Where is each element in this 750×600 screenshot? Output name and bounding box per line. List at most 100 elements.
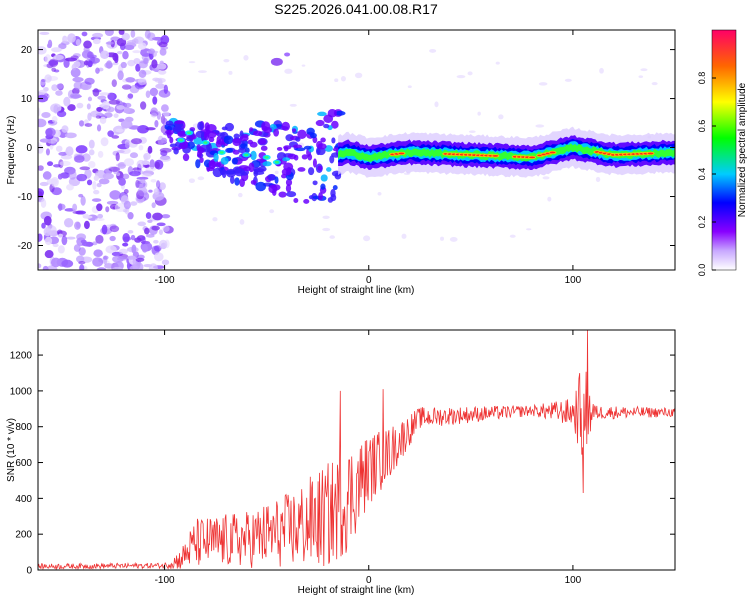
signal-patch: [172, 126, 182, 133]
signal-patch: [320, 137, 326, 143]
signal-patch: [331, 137, 336, 144]
noise-patch: [120, 120, 133, 129]
noise-patch: [137, 42, 147, 50]
signal-patch: [293, 154, 299, 161]
noise-patch: [53, 104, 59, 114]
signal-patch: [220, 156, 229, 165]
snr-y-tick-label: 0: [26, 566, 32, 577]
noise-patch: [152, 96, 158, 105]
noise-patch: [95, 234, 104, 244]
carrier-peak-patch: [492, 154, 499, 157]
snr-y-tick-label: 800: [15, 422, 32, 433]
noise-patch: [107, 92, 115, 101]
noise-patch: [137, 186, 148, 197]
noise-patch: [44, 250, 54, 259]
noise-patch: [80, 195, 86, 206]
signal-patch: [329, 155, 335, 164]
noise-patch: [74, 221, 81, 230]
signal-patch: [252, 130, 263, 137]
noise-patch: [50, 176, 59, 187]
noise-patch: [126, 255, 137, 260]
noise-patch: [122, 106, 131, 114]
signal-patch: [244, 147, 250, 154]
hotspot-core: [187, 131, 192, 135]
noise-patch: [99, 116, 107, 124]
noise-patch: [44, 74, 52, 83]
noise-patch: [104, 30, 114, 37]
signal-patch: [268, 174, 276, 181]
signal-patch: [276, 146, 283, 151]
noise-patch: [51, 47, 62, 53]
noise-patch: [121, 32, 131, 41]
signal-patch: [197, 146, 205, 154]
noise-patch: [158, 69, 167, 75]
noise-patch: [138, 144, 144, 151]
faint-patch: [449, 237, 458, 242]
signal-patch: [297, 129, 307, 140]
noise-patch: [40, 198, 47, 209]
faint-patch: [223, 58, 230, 63]
noise-patch: [147, 219, 153, 223]
noise-patch: [130, 30, 136, 38]
noise-patch: [156, 180, 161, 189]
noise-patch: [152, 77, 160, 82]
noise-patch: [131, 38, 139, 45]
faint-patch: [239, 219, 245, 225]
noise-patch: [154, 161, 160, 169]
spectrogram-y-tick-label: 20: [21, 45, 33, 56]
noise-patch: [147, 145, 153, 154]
faint-patch: [547, 196, 552, 202]
signal-patch: [182, 153, 190, 162]
noise-patch: [161, 259, 170, 266]
signal-patch: [295, 147, 306, 152]
noise-patch: [158, 229, 163, 235]
noise-patch: [67, 33, 76, 43]
noise-patch: [84, 123, 93, 128]
signal-patch: [316, 147, 321, 156]
noise-patch: [125, 77, 136, 83]
noise-patch: [97, 150, 104, 158]
noise-patch: [102, 255, 109, 260]
noise-patch: [132, 50, 141, 54]
noise-patch: [115, 128, 124, 133]
faint-patch: [526, 228, 532, 231]
faint-patch: [197, 70, 207, 74]
noise-patch: [148, 48, 155, 55]
noise-patch: [114, 203, 127, 213]
noise-patch: [158, 182, 166, 190]
noise-patch: [153, 239, 159, 244]
signal-patch: [285, 178, 293, 187]
faint-patch: [495, 61, 500, 65]
noise-patch: [42, 171, 52, 180]
noise-patch: [46, 161, 54, 167]
signal-patch: [307, 153, 313, 161]
noise-patch: [81, 241, 94, 247]
signal-patch: [165, 120, 174, 126]
signal-patch: [258, 138, 267, 145]
noise-patch: [76, 233, 87, 241]
noise-patch: [118, 177, 126, 186]
signal-patch: [317, 143, 327, 150]
noise-patch: [157, 63, 167, 70]
noise-patch: [81, 31, 88, 37]
noise-patch: [88, 149, 95, 156]
noise-patch: [109, 235, 116, 242]
figure-title: S225.2026.041.00.08.R17: [274, 1, 438, 17]
signal-patch: [238, 165, 249, 170]
signal-patch: [291, 128, 297, 133]
signal-patch: [332, 185, 338, 191]
faint-patch: [542, 176, 550, 180]
noise-patch: [123, 158, 135, 167]
noise-patch: [159, 156, 171, 162]
noise-patch: [78, 261, 86, 265]
noise-patch: [92, 180, 97, 191]
noise-patch: [78, 193, 84, 198]
signal-patch: [293, 197, 299, 204]
noise-patch: [65, 146, 74, 157]
colorbar-tick-label: 0.0: [697, 264, 707, 277]
snr-frame: [37, 329, 676, 571]
noise-patch: [151, 202, 156, 209]
spectrogram-frame: [37, 29, 676, 271]
signal-patch: [323, 123, 330, 129]
faint-patch: [538, 82, 548, 86]
